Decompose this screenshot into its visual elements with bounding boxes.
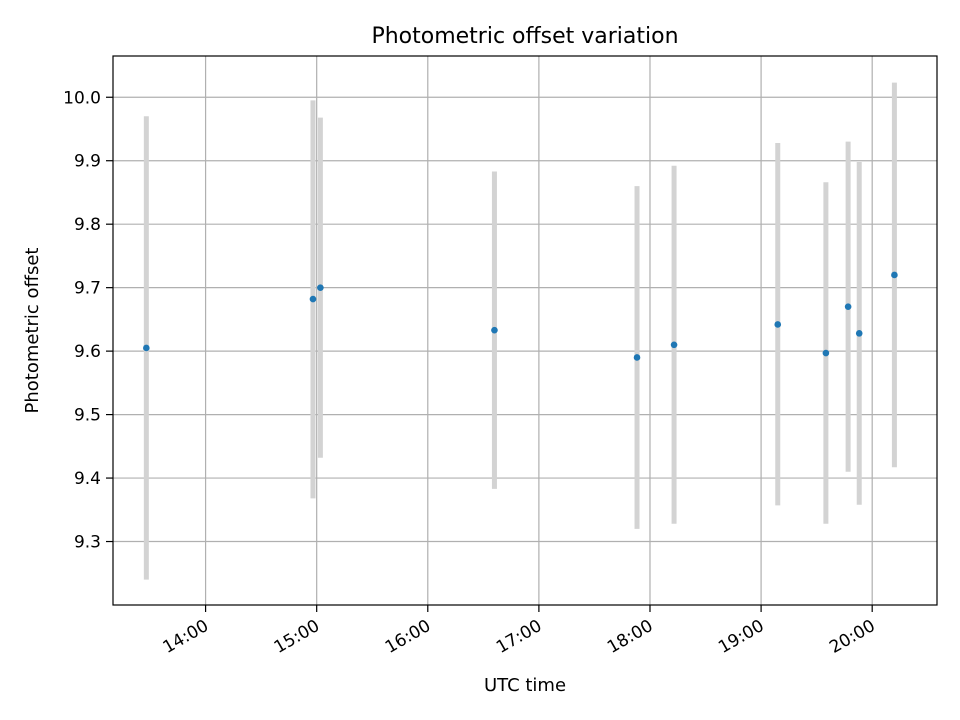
x-tick-label: 14:00 (160, 616, 212, 658)
y-tick-label: 9.4 (74, 469, 101, 489)
y-axis-label: Photometric offset (22, 248, 43, 414)
data-point (855, 330, 863, 337)
chart-title: Photometric offset variation (371, 24, 678, 49)
x-tick-label: 15:00 (271, 616, 323, 658)
data-point (491, 326, 498, 334)
data-point (844, 303, 852, 310)
data-points (143, 271, 898, 361)
y-tick-label: 9.9 (74, 152, 101, 172)
grid-lines (113, 56, 937, 605)
x-axis-ticks: 14:00 15:00 16:00 17:00 18:00 19:00 20:00 (160, 605, 879, 658)
x-axis-label: UTC time (484, 675, 566, 696)
x-tick-label: 19:00 (715, 616, 767, 658)
x-tick-label: 17:00 (493, 616, 545, 658)
data-point (822, 349, 830, 357)
y-tick-label: 9.8 (74, 215, 101, 235)
plot-area-frame (112, 55, 938, 606)
data-point (633, 354, 641, 361)
y-tick-label: 9.6 (74, 342, 101, 362)
x-tick-label: 18:00 (604, 616, 656, 658)
data-point (317, 284, 324, 291)
y-tick-label: 9.7 (74, 279, 101, 299)
y-tick-label: 10.0 (63, 88, 101, 108)
y-axis-ticks: 9.3 9.4 9.5 9.6 9.7 9.8 9.9 10.0 (63, 88, 113, 553)
data-point (309, 295, 317, 303)
data-point (143, 344, 150, 352)
data-point (670, 341, 678, 349)
x-tick-label: 16:00 (382, 616, 434, 658)
x-tick-label: 20:00 (826, 616, 878, 658)
data-point (774, 321, 782, 328)
error-bars (143, 82, 897, 580)
y-tick-label: 9.3 (74, 533, 101, 553)
y-tick-label: 9.5 (74, 406, 101, 426)
data-point (891, 271, 898, 279)
